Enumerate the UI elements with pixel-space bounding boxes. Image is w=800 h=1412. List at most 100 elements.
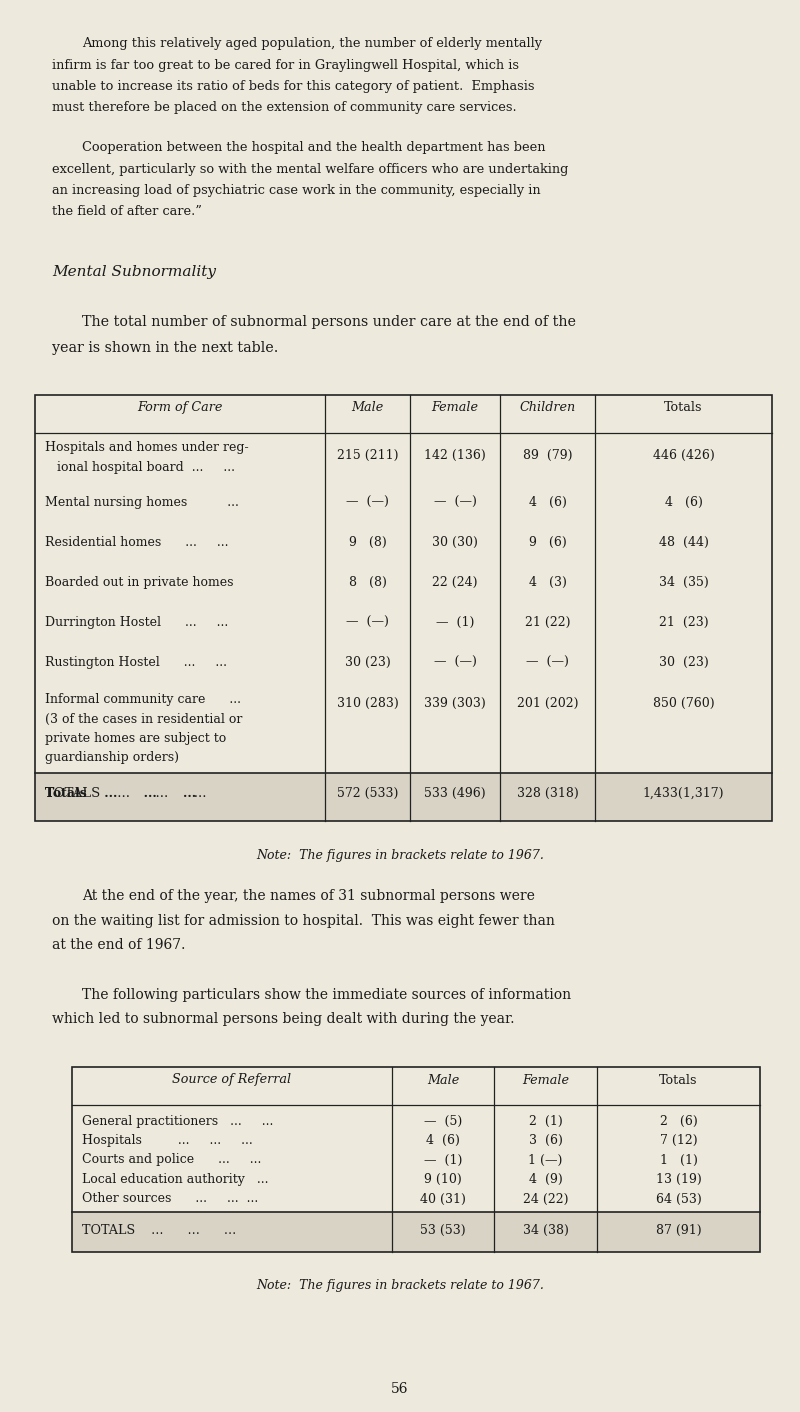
Text: infirm is far too great to be cared for in Graylingwell Hospital, which is: infirm is far too great to be cared for …: [52, 58, 519, 72]
Text: an increasing load of psychiatric case work in the community, especially in: an increasing load of psychiatric case w…: [52, 184, 541, 198]
Text: year is shown in the next table.: year is shown in the next table.: [52, 342, 278, 354]
Text: Source of Referral: Source of Referral: [173, 1073, 291, 1086]
Text: unable to increase its ratio of beds for this category of patient.  Emphasis: unable to increase its ratio of beds for…: [52, 80, 534, 93]
Text: 64 (53): 64 (53): [656, 1193, 702, 1206]
Text: 53 (53): 53 (53): [420, 1224, 466, 1237]
Text: Among this relatively aged population, the number of elderly mentally: Among this relatively aged population, t…: [82, 37, 542, 49]
Text: Note:  The figures in brackets relate to 1967.: Note: The figures in brackets relate to …: [256, 1279, 544, 1292]
Bar: [72, 1211, 760, 1251]
Text: 4  (6): 4 (6): [426, 1134, 460, 1147]
Text: Female: Female: [522, 1073, 569, 1086]
Text: Mental Subnormality: Mental Subnormality: [52, 265, 216, 280]
Text: 310 (283): 310 (283): [337, 698, 398, 710]
Text: 24 (22): 24 (22): [522, 1193, 568, 1206]
Text: 7 (12): 7 (12): [660, 1134, 698, 1147]
Text: 339 (303): 339 (303): [424, 698, 486, 710]
Text: on the waiting list for admission to hospital.  This was eight fewer than: on the waiting list for admission to hos…: [52, 914, 555, 928]
Text: Boarded out in private homes: Boarded out in private homes: [45, 576, 234, 589]
Text: 21 (22): 21 (22): [525, 616, 570, 628]
Text: 2   (6): 2 (6): [660, 1114, 698, 1128]
Text: Form of Care: Form of Care: [138, 401, 222, 414]
Text: Other sources      ...     ...  ...: Other sources ... ... ...: [82, 1193, 258, 1206]
Text: Male: Male: [351, 401, 384, 414]
Text: Rustington Hostel      ...     ...: Rustington Hostel ... ...: [45, 657, 227, 669]
Text: The total number of subnormal persons under care at the end of the: The total number of subnormal persons un…: [82, 315, 576, 329]
Text: 87 (91): 87 (91): [656, 1224, 702, 1237]
Text: —  (—): — (—): [346, 616, 389, 628]
Text: 572 (533): 572 (533): [337, 786, 398, 801]
Text: 4  (9): 4 (9): [529, 1173, 562, 1186]
Text: TOTALS    ...      ...      ...: TOTALS ... ... ...: [45, 786, 206, 801]
Text: 201 (202): 201 (202): [517, 698, 578, 710]
Bar: [72, 1066, 760, 1251]
Text: 34 (38): 34 (38): [522, 1224, 569, 1237]
Text: 1   (1): 1 (1): [659, 1154, 698, 1166]
Text: —  (5): — (5): [424, 1114, 462, 1128]
Text: excellent, particularly so with the mental welfare officers who are undertaking: excellent, particularly so with the ment…: [52, 162, 568, 175]
Text: 328 (318): 328 (318): [517, 786, 578, 801]
Text: —  (—): — (—): [346, 496, 389, 508]
Text: 215 (211): 215 (211): [337, 449, 398, 462]
Text: 30 (23): 30 (23): [345, 657, 390, 669]
Text: which led to subnormal persons being dealt with during the year.: which led to subnormal persons being dea…: [52, 1012, 514, 1027]
Text: Hospitals         ...     ...     ...: Hospitals ... ... ...: [82, 1134, 253, 1147]
Text: 4   (6): 4 (6): [529, 496, 566, 508]
Text: at the end of 1967.: at the end of 1967.: [52, 938, 186, 952]
Text: 89  (79): 89 (79): [522, 449, 572, 462]
Text: 4   (3): 4 (3): [529, 576, 566, 589]
Text: 142 (136): 142 (136): [424, 449, 486, 462]
Text: —  (1): — (1): [436, 616, 474, 628]
Text: —  (—): — (—): [434, 657, 477, 669]
Text: Note:  The figures in brackets relate to 1967.: Note: The figures in brackets relate to …: [256, 849, 544, 861]
Text: Mental nursing homes          ...: Mental nursing homes ...: [45, 496, 239, 508]
Text: Children: Children: [519, 401, 576, 414]
Text: 9   (8): 9 (8): [349, 537, 386, 549]
Text: 34  (35): 34 (35): [658, 576, 708, 589]
Text: guardianship orders): guardianship orders): [45, 751, 179, 764]
Text: Durrington Hostel      ...     ...: Durrington Hostel ... ...: [45, 616, 228, 628]
Text: 1 (—): 1 (—): [528, 1154, 562, 1166]
Text: At the end of the year, the names of 31 subnormal persons were: At the end of the year, the names of 31 …: [82, 890, 535, 904]
Text: the field of after care.”: the field of after care.”: [52, 206, 202, 219]
Text: 40 (31): 40 (31): [420, 1193, 466, 1206]
Text: Informal community care      ...: Informal community care ...: [45, 693, 241, 706]
Text: The following particulars show the immediate sources of information: The following particulars show the immed…: [82, 987, 571, 1001]
Text: Residential homes      ...     ...: Residential homes ... ...: [45, 537, 229, 549]
Text: 30  (23): 30 (23): [658, 657, 708, 669]
Text: 21  (23): 21 (23): [658, 616, 708, 628]
Text: General practitioners   ...     ...: General practitioners ... ...: [82, 1114, 274, 1128]
Text: 22 (24): 22 (24): [432, 576, 478, 589]
Text: (3 of the cases in residential or: (3 of the cases in residential or: [45, 713, 242, 726]
Text: Totals: Totals: [664, 401, 702, 414]
Text: Female: Female: [431, 401, 478, 414]
Bar: [35, 395, 772, 820]
Text: Totals: Totals: [659, 1073, 698, 1086]
Text: ional hospital board  ...     ...: ional hospital board ... ...: [57, 460, 235, 473]
Text: Cooperation between the hospital and the health department has been: Cooperation between the hospital and the…: [82, 141, 546, 154]
Text: private homes are subject to: private homes are subject to: [45, 731, 226, 746]
Text: 4   (6): 4 (6): [665, 496, 702, 508]
Text: 1,433(1,317): 1,433(1,317): [642, 786, 724, 801]
Text: 13 (19): 13 (19): [656, 1173, 702, 1186]
Text: must therefore be placed on the extension of community care services.: must therefore be placed on the extensio…: [52, 102, 517, 114]
Text: 56: 56: [391, 1382, 409, 1396]
Text: 446 (426): 446 (426): [653, 449, 714, 462]
Text: TOTALS    ...      ...      ...: TOTALS ... ... ...: [82, 1224, 236, 1237]
Text: 8   (8): 8 (8): [349, 576, 386, 589]
Text: Courts and police      ...     ...: Courts and police ... ...: [82, 1154, 262, 1166]
Text: 533 (496): 533 (496): [424, 786, 486, 801]
Text: 850 (760): 850 (760): [653, 698, 714, 710]
Text: Totals    ...      ...      ...: Totals ... ... ...: [45, 786, 196, 801]
Text: 9 (10): 9 (10): [424, 1173, 462, 1186]
Text: Hospitals and homes under reg-: Hospitals and homes under reg-: [45, 441, 249, 455]
Bar: [35, 772, 772, 820]
Text: —  (—): — (—): [526, 657, 569, 669]
Text: 3  (6): 3 (6): [529, 1134, 562, 1147]
Text: 9   (6): 9 (6): [529, 537, 566, 549]
Text: T: T: [45, 786, 54, 801]
Text: 30 (30): 30 (30): [432, 537, 478, 549]
Text: Local education authority   ...: Local education authority ...: [82, 1173, 269, 1186]
Text: —  (1): — (1): [424, 1154, 462, 1166]
Text: —  (—): — (—): [434, 496, 477, 508]
Text: Male: Male: [427, 1073, 459, 1086]
